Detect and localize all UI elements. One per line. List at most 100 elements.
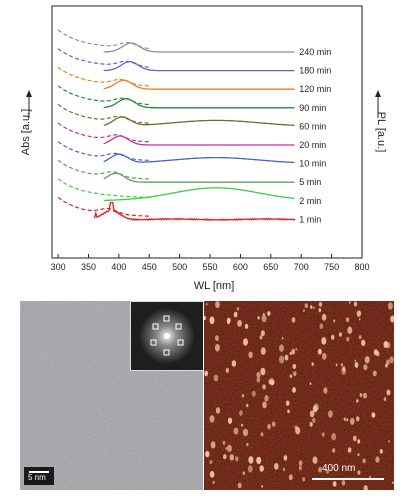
afm-scale-line — [312, 478, 384, 480]
afm-particle — [379, 449, 383, 454]
pl-line — [93, 201, 296, 222]
afm-particle — [288, 474, 293, 481]
afm-particle — [242, 471, 246, 475]
afm-particle — [347, 326, 353, 334]
absorption-line — [57, 196, 152, 217]
series-label: 1 min — [299, 214, 321, 224]
afm-particle — [369, 475, 372, 479]
afm-particle — [363, 392, 367, 399]
x-tick-label: 500 — [172, 262, 187, 272]
afm-particle — [318, 308, 322, 313]
x-tick-label: 400 — [111, 262, 126, 272]
afm-particle — [358, 318, 361, 321]
afm-particle — [226, 317, 231, 324]
afm-particle — [371, 412, 376, 418]
afm-particle — [256, 371, 261, 378]
afm-particle — [357, 453, 360, 457]
afm-particle — [346, 337, 350, 342]
afm-particle — [361, 339, 366, 346]
afm-particle — [357, 470, 361, 475]
afm-particle — [339, 332, 342, 337]
afm-particle — [210, 441, 216, 449]
afm-particle — [389, 356, 394, 364]
afm-particle — [262, 384, 266, 390]
afm-particle — [236, 306, 239, 311]
afm-particle — [231, 360, 237, 367]
afm-particle — [241, 423, 243, 427]
afm-particle — [204, 316, 206, 321]
afm-particle — [332, 481, 337, 487]
x-tick-label: 750 — [324, 262, 339, 272]
afm-particle — [340, 363, 343, 367]
absorption-line — [57, 159, 152, 180]
afm-particle — [260, 347, 266, 355]
series-labels: 240 min 180 min 120 min 90 min 60 min 20 min 1… — [299, 47, 331, 224]
x-axis-label: WL [nm] — [194, 280, 235, 292]
afm-particle — [289, 351, 292, 355]
afm-particle — [331, 433, 337, 441]
afm-particle — [392, 481, 394, 484]
x-tick-label: 650 — [263, 262, 278, 272]
afm-particle — [260, 330, 265, 337]
afm-particle — [309, 410, 315, 418]
afm-particle — [362, 458, 366, 464]
pl-line — [103, 135, 295, 146]
series-label: 240 min — [299, 47, 331, 57]
afm-particle — [279, 344, 284, 352]
afm-particle — [260, 432, 264, 437]
afm-particle — [235, 456, 239, 462]
afm-particle — [321, 337, 327, 345]
afm-particle — [281, 336, 284, 340]
afm-particle — [225, 447, 228, 450]
afm-particle — [292, 363, 297, 369]
afm-particle — [205, 302, 208, 306]
tem-image: 5 nm — [20, 301, 203, 490]
series-label: 60 min — [299, 121, 326, 131]
afm-particle — [257, 316, 260, 320]
series-label: 120 min — [299, 84, 331, 94]
afm-particle — [295, 347, 298, 351]
afm-particle — [383, 341, 389, 348]
afm-particle — [264, 395, 269, 402]
afm-particle — [319, 323, 324, 330]
afm-particle — [287, 409, 290, 414]
afm-particle — [256, 456, 262, 465]
absorption-line — [57, 122, 152, 143]
pl-line — [103, 187, 295, 202]
afm-particle — [291, 317, 296, 323]
fft-pattern — [139, 308, 195, 364]
afm-particle — [372, 370, 377, 377]
afm-particle — [347, 447, 352, 453]
afm-particle — [225, 367, 230, 373]
afm-particle — [214, 344, 220, 352]
afm-particle — [226, 444, 232, 453]
series-label: 180 min — [299, 66, 331, 76]
afm-particle — [363, 485, 368, 490]
afm-particle — [343, 417, 346, 421]
afm-particle — [267, 423, 271, 430]
afm-particle — [243, 338, 248, 346]
afm-particle — [312, 405, 318, 413]
afm-particle — [310, 305, 313, 309]
left-axis-arrow — [26, 90, 32, 118]
afm-particle — [364, 356, 370, 364]
afm-particle — [237, 319, 242, 327]
series-label: 5 min — [299, 177, 321, 187]
afm-particle — [346, 317, 350, 322]
afm-particle — [302, 477, 306, 482]
afm-particle — [383, 397, 387, 402]
afm-particle — [229, 454, 234, 461]
absorption-line — [57, 29, 152, 50]
afm-particle — [248, 351, 253, 359]
series-label: 90 min — [299, 103, 326, 113]
absorption-line — [57, 178, 152, 199]
afm-particle — [335, 363, 338, 367]
afm-particle — [269, 377, 275, 386]
afm-particle — [204, 370, 209, 377]
absorption-line — [57, 66, 152, 87]
afm-particle — [354, 359, 357, 363]
afm-particle — [271, 421, 276, 427]
afm-particle — [318, 466, 322, 473]
afm-particle — [333, 319, 336, 323]
